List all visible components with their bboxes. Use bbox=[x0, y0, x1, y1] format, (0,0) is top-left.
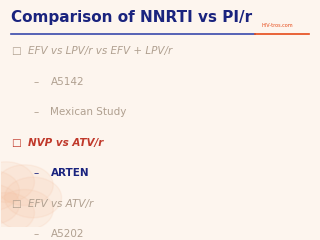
Text: □: □ bbox=[11, 198, 20, 209]
Polygon shape bbox=[0, 184, 20, 225]
Text: EFV vs LPV/r vs EFV + LPV/r: EFV vs LPV/r vs EFV + LPV/r bbox=[28, 47, 172, 56]
Text: NVP vs ATV/r: NVP vs ATV/r bbox=[28, 138, 104, 148]
Polygon shape bbox=[0, 192, 35, 233]
Text: –: – bbox=[33, 77, 38, 87]
Text: Mexican Study: Mexican Study bbox=[51, 107, 127, 117]
Polygon shape bbox=[0, 162, 35, 202]
Text: A5202: A5202 bbox=[51, 229, 84, 239]
Text: –: – bbox=[33, 229, 38, 239]
Text: EFV vs ATV/r: EFV vs ATV/r bbox=[28, 198, 93, 209]
Text: –: – bbox=[33, 107, 38, 117]
Text: □: □ bbox=[11, 138, 20, 148]
Text: ARTEN: ARTEN bbox=[51, 168, 89, 178]
Polygon shape bbox=[4, 177, 61, 218]
Polygon shape bbox=[0, 170, 20, 211]
Text: Comparison of NNRTI vs PI/r: Comparison of NNRTI vs PI/r bbox=[11, 10, 252, 25]
Polygon shape bbox=[0, 190, 53, 230]
Text: □: □ bbox=[11, 47, 20, 56]
Text: HIV-tros.com: HIV-tros.com bbox=[261, 23, 293, 28]
Text: –: – bbox=[33, 168, 38, 178]
Polygon shape bbox=[0, 165, 53, 205]
Text: A5142: A5142 bbox=[51, 77, 84, 87]
